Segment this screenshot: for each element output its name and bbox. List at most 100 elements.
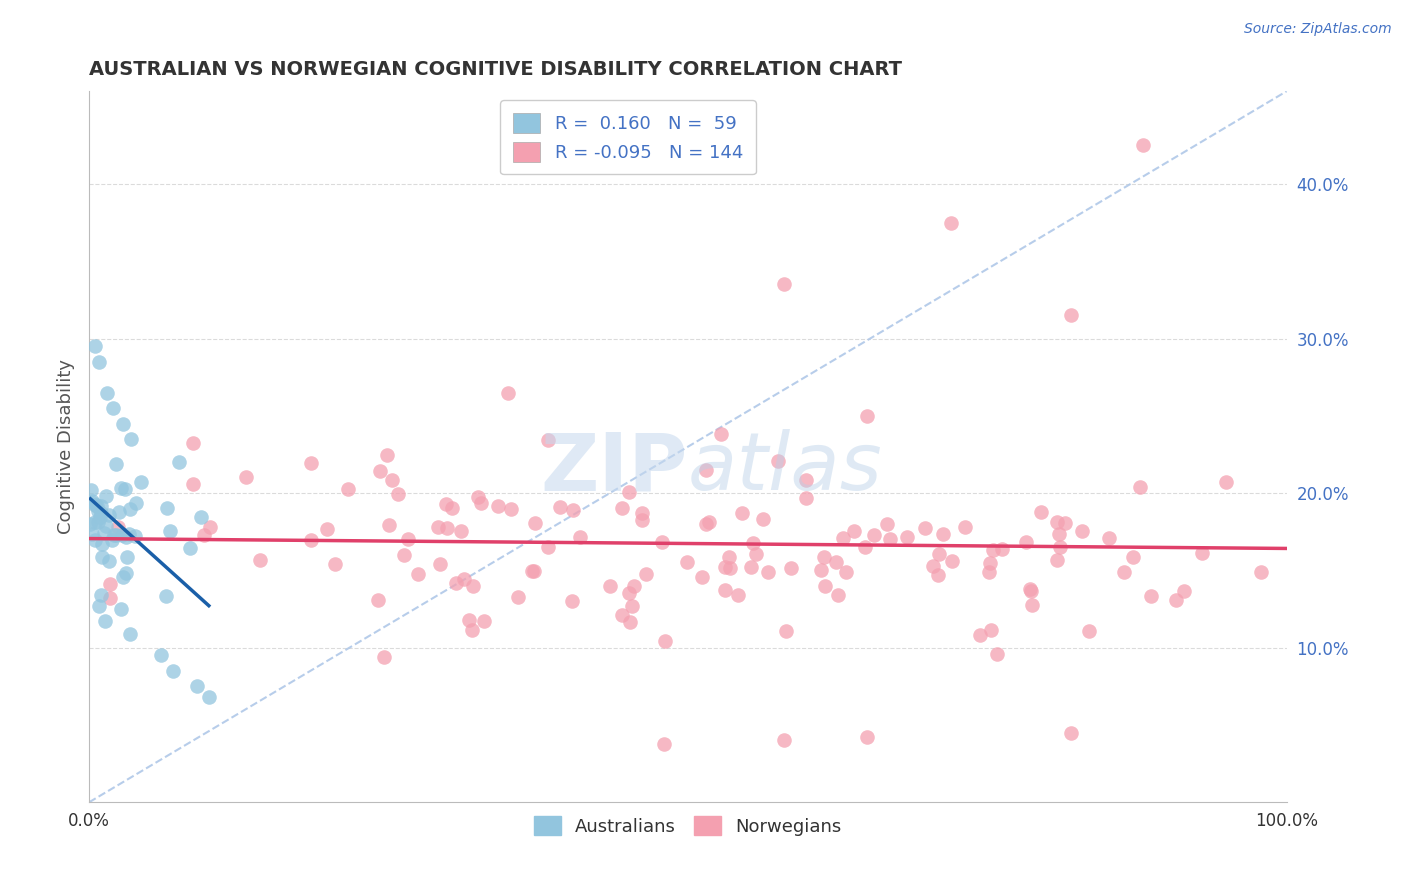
Point xyxy=(1078,624,1101,638)
Point xyxy=(101,533,124,548)
Point xyxy=(93,615,115,629)
Point xyxy=(118,526,141,541)
Point xyxy=(470,496,492,510)
Point xyxy=(922,559,945,574)
Point xyxy=(827,588,849,602)
Point xyxy=(617,485,640,500)
Point xyxy=(652,737,675,751)
Point xyxy=(981,542,1004,557)
Point xyxy=(111,528,134,542)
Point xyxy=(1140,590,1163,604)
Point xyxy=(1129,480,1152,494)
Point xyxy=(941,554,963,568)
Point xyxy=(695,517,717,532)
Point xyxy=(115,566,138,580)
Point xyxy=(1166,593,1188,607)
Point xyxy=(115,550,138,565)
Point xyxy=(496,385,519,400)
Point xyxy=(472,614,495,628)
Point xyxy=(159,524,181,538)
Point xyxy=(1098,531,1121,545)
Point xyxy=(110,602,132,616)
Point xyxy=(651,534,673,549)
Point xyxy=(1191,546,1213,560)
Point xyxy=(713,582,735,597)
Point xyxy=(235,470,257,484)
Text: ZIP: ZIP xyxy=(540,429,688,507)
Point xyxy=(200,519,222,533)
Point xyxy=(84,515,107,529)
Point xyxy=(96,385,118,400)
Point xyxy=(299,456,322,470)
Point xyxy=(1122,550,1144,565)
Point xyxy=(375,448,398,462)
Point xyxy=(149,648,172,663)
Point xyxy=(367,592,389,607)
Point xyxy=(193,528,215,542)
Point xyxy=(434,498,457,512)
Point xyxy=(731,506,754,520)
Point xyxy=(323,557,346,571)
Point xyxy=(537,540,560,554)
Point xyxy=(396,533,419,547)
Point xyxy=(453,572,475,586)
Point xyxy=(537,433,560,447)
Point xyxy=(392,548,415,562)
Point xyxy=(1015,535,1038,549)
Point xyxy=(508,590,530,604)
Point xyxy=(727,588,749,602)
Point xyxy=(741,536,763,550)
Point xyxy=(83,497,105,511)
Point xyxy=(183,436,205,450)
Point xyxy=(162,664,184,678)
Point xyxy=(436,521,458,535)
Point xyxy=(427,520,450,534)
Point xyxy=(87,504,110,518)
Point xyxy=(457,613,479,627)
Point xyxy=(1047,526,1070,541)
Point xyxy=(610,607,633,622)
Point xyxy=(97,554,120,568)
Point xyxy=(814,579,837,593)
Point xyxy=(745,547,768,561)
Point xyxy=(103,528,125,542)
Point xyxy=(636,567,658,582)
Point xyxy=(429,557,451,571)
Point xyxy=(612,500,634,515)
Text: Source: ZipAtlas.com: Source: ZipAtlas.com xyxy=(1244,22,1392,37)
Point xyxy=(450,524,472,538)
Point xyxy=(780,560,803,574)
Point xyxy=(979,565,1001,579)
Point xyxy=(79,483,101,498)
Point xyxy=(699,515,721,529)
Point xyxy=(1049,540,1071,554)
Point xyxy=(461,624,484,638)
Point xyxy=(90,588,112,602)
Point xyxy=(198,690,221,705)
Point xyxy=(980,624,1002,638)
Point xyxy=(856,409,879,423)
Point xyxy=(107,519,129,533)
Point xyxy=(794,491,817,505)
Point xyxy=(97,508,120,523)
Point xyxy=(690,570,713,584)
Point xyxy=(810,563,832,577)
Point xyxy=(772,277,794,292)
Point xyxy=(155,589,177,603)
Point xyxy=(190,509,212,524)
Point xyxy=(718,560,741,574)
Point xyxy=(118,502,141,516)
Point xyxy=(86,499,108,513)
Point xyxy=(896,530,918,544)
Point xyxy=(914,521,936,535)
Point xyxy=(90,537,112,551)
Point xyxy=(1046,516,1069,530)
Point xyxy=(986,648,1008,662)
Point xyxy=(1060,725,1083,739)
Point xyxy=(368,464,391,478)
Point xyxy=(336,482,359,496)
Point xyxy=(619,615,641,629)
Point xyxy=(842,524,865,539)
Text: atlas: atlas xyxy=(688,429,883,507)
Point xyxy=(856,731,879,745)
